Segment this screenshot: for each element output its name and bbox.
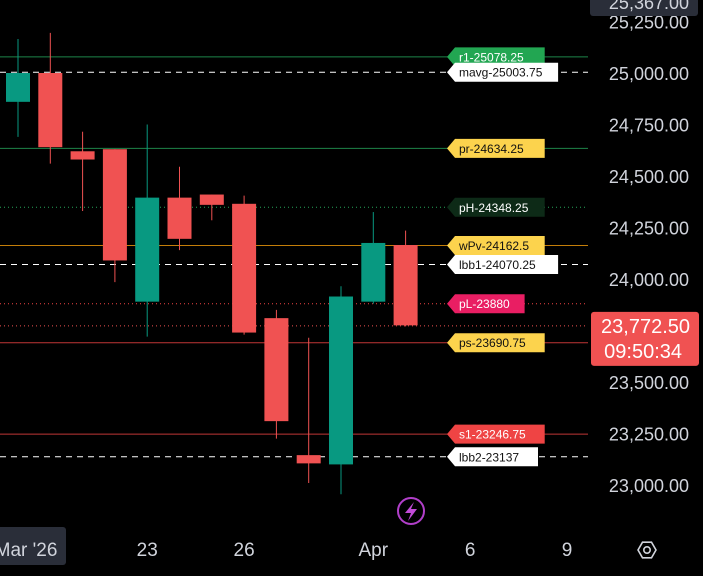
- price-tick-label: 23,500.00: [609, 373, 689, 393]
- candle-body: [6, 73, 30, 102]
- level-tag-pr[interactable]: pr-24634.25: [447, 138, 545, 158]
- level-tag-lbb1[interactable]: lbb1-24070.25: [447, 255, 559, 275]
- candle-body: [329, 296, 353, 465]
- lightning-icon-bolt: [405, 502, 417, 521]
- time-axis-label: Apr: [359, 540, 389, 561]
- countdown-timer: 09:50:34: [604, 341, 682, 363]
- level-tag-mavg[interactable]: mavg-25003.75: [447, 62, 559, 82]
- last-price-badge-bg: [591, 311, 699, 366]
- top-price-badge: 25,367.00: [590, 0, 698, 16]
- price-tick-label: 24,000.00: [609, 270, 689, 290]
- time-axis-label: 23: [137, 540, 158, 561]
- level-tag-label: pL-23880: [459, 297, 510, 311]
- level-tag-label: wPv-24162.5: [458, 239, 529, 253]
- level-tag-label: pH-24348.25: [459, 201, 529, 215]
- level-tag-bg: [447, 255, 559, 275]
- time-axis-label: 6: [465, 540, 476, 561]
- level-tag-r1[interactable]: r1-25078.25: [447, 47, 545, 67]
- candle-body: [296, 455, 321, 464]
- level-tag-bg: [447, 294, 525, 314]
- level-tag-ps[interactable]: ps-23690.75: [447, 333, 545, 353]
- candle-body: [361, 242, 386, 302]
- lightning-icon[interactable]: [397, 497, 425, 525]
- candle[interactable]: [102, 149, 127, 283]
- price-tick-label: 24,500.00: [609, 167, 689, 187]
- price-tick-label: 24,250.00: [609, 219, 689, 239]
- level-tag-bg: [447, 236, 545, 256]
- candle-body: [232, 203, 257, 333]
- gear-icon-center: [642, 545, 651, 554]
- level-tag-label: s1-23246.75: [459, 428, 526, 442]
- last-price-value: 23,772.50: [601, 316, 690, 338]
- candle[interactable]: [296, 337, 321, 483]
- candle-body: [102, 149, 127, 261]
- level-tag-pL[interactable]: pL-23880: [447, 294, 525, 314]
- time-label-highlight-bg: [0, 527, 66, 565]
- price-tick-label: 23,000.00: [609, 476, 689, 496]
- level-tag-label: ps-23690.75: [459, 336, 526, 350]
- candle[interactable]: [70, 131, 95, 212]
- level-tag-bg: [447, 447, 538, 467]
- time-axis-label: 9: [562, 540, 573, 561]
- candle[interactable]: [393, 230, 418, 327]
- level-tag-lbb2[interactable]: lbb2-23137: [447, 447, 538, 467]
- candle[interactable]: [135, 124, 160, 337]
- price-tick-label: 25,250.00: [609, 13, 689, 33]
- level-tag-label: r1-25078.25: [459, 50, 524, 64]
- candle[interactable]: [329, 286, 353, 495]
- candle-body: [167, 197, 192, 239]
- level-tag-label: lbb2-23137: [459, 450, 519, 464]
- level-tag-bg: [447, 424, 545, 444]
- level-tag-label: lbb1-24070.25: [459, 258, 536, 272]
- candle-body: [264, 318, 289, 422]
- candle[interactable]: [38, 32, 63, 164]
- settings-gear-icon[interactable]: [637, 541, 657, 559]
- level-tag-label: pr-24634.25: [459, 142, 524, 156]
- level-tag-s1[interactable]: s1-23246.75: [447, 424, 545, 444]
- top-price-badge-label: 25,367.00: [609, 0, 689, 13]
- level-tag-bg: [447, 62, 559, 82]
- candle-body: [135, 197, 160, 302]
- level-tag-bg: [447, 47, 545, 67]
- level-tag-bg: [447, 333, 545, 353]
- candle[interactable]: [199, 194, 224, 221]
- time-axis-label: Mar '26: [0, 540, 57, 561]
- price-tick-label: 25,000.00: [609, 64, 689, 84]
- last-price-badge: 23,772.50 09:50:34: [591, 311, 699, 366]
- price-tick-label: 24,750.00: [609, 116, 689, 136]
- level-tag-wPv[interactable]: wPv-24162.5: [447, 236, 545, 256]
- lightning-icon-ring: [397, 497, 425, 525]
- candle-body: [70, 151, 95, 160]
- candle-body: [38, 73, 63, 148]
- candle[interactable]: [6, 39, 30, 137]
- price-tick-label: 23,250.00: [609, 425, 689, 445]
- candle[interactable]: [232, 195, 257, 335]
- time-axis-label: 26: [234, 540, 255, 561]
- candle[interactable]: [167, 166, 192, 251]
- candle[interactable]: [264, 309, 289, 439]
- level-tag-bg: [447, 138, 545, 158]
- gear-icon-outline: [637, 541, 657, 559]
- candle-body: [199, 194, 224, 205]
- candle-body: [393, 245, 418, 326]
- level-tag-label: mavg-25003.75: [459, 66, 543, 80]
- candle[interactable]: [361, 212, 386, 304]
- top-price-badge-bg: [590, 0, 698, 16]
- level-tag-pH[interactable]: pH-24348.25: [447, 197, 545, 217]
- level-tag-bg: [447, 197, 545, 217]
